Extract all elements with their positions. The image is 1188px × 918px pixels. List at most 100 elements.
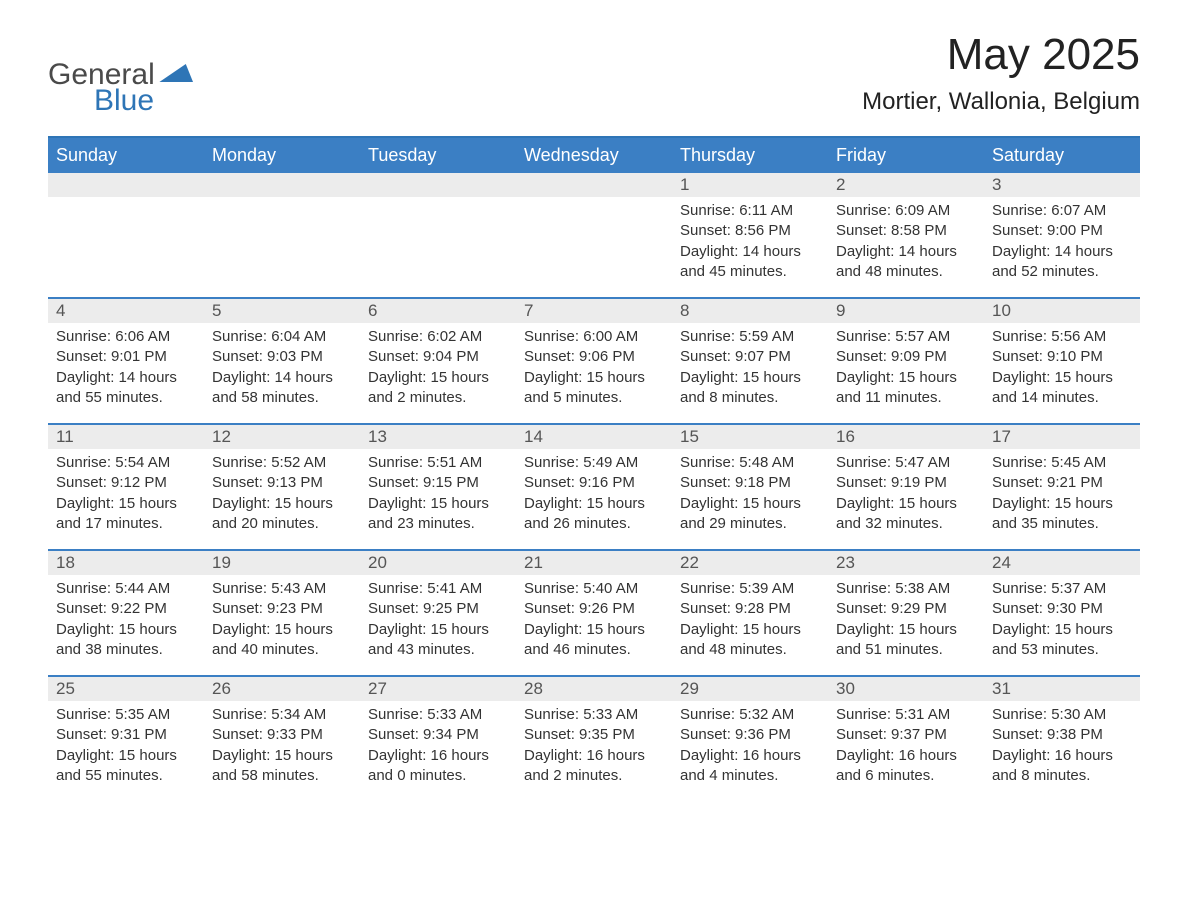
day-number: 29	[672, 677, 828, 701]
sunset-line: Sunset: 9:30 PM	[992, 599, 1132, 619]
sunset-line: Sunset: 9:23 PM	[212, 599, 352, 619]
day-number	[360, 173, 516, 197]
day-number: 20	[360, 551, 516, 575]
daylight-line-1: Daylight: 16 hours	[368, 746, 508, 766]
logo-stack: General Blue	[48, 60, 195, 118]
daylight-line-1: Daylight: 15 hours	[368, 368, 508, 388]
sunrise-line: Sunrise: 5:30 AM	[992, 705, 1132, 725]
day-cell: 27Sunrise: 5:33 AMSunset: 9:34 PMDayligh…	[360, 677, 516, 801]
day-number	[516, 173, 672, 197]
sunrise-line: Sunrise: 5:39 AM	[680, 579, 820, 599]
sunrise-line: Sunrise: 5:44 AM	[56, 579, 196, 599]
daylight-line-1: Daylight: 15 hours	[524, 494, 664, 514]
sunrise-line: Sunrise: 5:33 AM	[368, 705, 508, 725]
daylight-line-1: Daylight: 15 hours	[212, 494, 352, 514]
day-number: 22	[672, 551, 828, 575]
sunrise-line: Sunrise: 5:34 AM	[212, 705, 352, 725]
sunrise-line: Sunrise: 5:57 AM	[836, 327, 976, 347]
sunset-line: Sunset: 9:38 PM	[992, 725, 1132, 745]
daylight-line-2: and 48 minutes.	[680, 640, 820, 660]
day-number	[48, 173, 204, 197]
sunset-line: Sunset: 9:29 PM	[836, 599, 976, 619]
day-number: 31	[984, 677, 1140, 701]
daylight-line-2: and 58 minutes.	[212, 388, 352, 408]
week-row: 4Sunrise: 6:06 AMSunset: 9:01 PMDaylight…	[48, 297, 1140, 423]
day-number: 12	[204, 425, 360, 449]
daylight-line-2: and 48 minutes.	[836, 262, 976, 282]
sunset-line: Sunset: 9:22 PM	[56, 599, 196, 619]
daylight-line-2: and 2 minutes.	[368, 388, 508, 408]
daylight-line-2: and 2 minutes.	[524, 766, 664, 786]
daylight-line-1: Daylight: 15 hours	[680, 368, 820, 388]
sunrise-line: Sunrise: 5:40 AM	[524, 579, 664, 599]
day-cell: 4Sunrise: 6:06 AMSunset: 9:01 PMDaylight…	[48, 299, 204, 423]
day-cell: 30Sunrise: 5:31 AMSunset: 9:37 PMDayligh…	[828, 677, 984, 801]
sunrise-line: Sunrise: 6:07 AM	[992, 201, 1132, 221]
daylight-line-2: and 23 minutes.	[368, 514, 508, 534]
day-number: 27	[360, 677, 516, 701]
daylight-line-2: and 40 minutes.	[212, 640, 352, 660]
sunrise-line: Sunrise: 5:51 AM	[368, 453, 508, 473]
daylight-line-1: Daylight: 15 hours	[992, 620, 1132, 640]
daylight-line-2: and 32 minutes.	[836, 514, 976, 534]
dow-saturday: Saturday	[984, 138, 1140, 173]
day-number: 5	[204, 299, 360, 323]
daylight-line-1: Daylight: 15 hours	[836, 620, 976, 640]
daylight-line-2: and 46 minutes.	[524, 640, 664, 660]
sunset-line: Sunset: 8:58 PM	[836, 221, 976, 241]
sunset-line: Sunset: 9:35 PM	[524, 725, 664, 745]
day-cell: 2Sunrise: 6:09 AMSunset: 8:58 PMDaylight…	[828, 173, 984, 297]
daylight-line-2: and 51 minutes.	[836, 640, 976, 660]
daylight-line-2: and 17 minutes.	[56, 514, 196, 534]
day-cell: 29Sunrise: 5:32 AMSunset: 9:36 PMDayligh…	[672, 677, 828, 801]
sunset-line: Sunset: 9:04 PM	[368, 347, 508, 367]
day-number: 1	[672, 173, 828, 197]
sunset-line: Sunset: 8:56 PM	[680, 221, 820, 241]
sunset-line: Sunset: 9:06 PM	[524, 347, 664, 367]
sunset-line: Sunset: 9:03 PM	[212, 347, 352, 367]
day-cell: 19Sunrise: 5:43 AMSunset: 9:23 PMDayligh…	[204, 551, 360, 675]
day-number: 15	[672, 425, 828, 449]
page-header: General Blue May 2025 Mortier, Wallonia,…	[48, 30, 1140, 118]
day-cell: 10Sunrise: 5:56 AMSunset: 9:10 PMDayligh…	[984, 299, 1140, 423]
day-cell: 6Sunrise: 6:02 AMSunset: 9:04 PMDaylight…	[360, 299, 516, 423]
sunset-line: Sunset: 9:10 PM	[992, 347, 1132, 367]
daylight-line-2: and 55 minutes.	[56, 388, 196, 408]
sunset-line: Sunset: 9:25 PM	[368, 599, 508, 619]
daylight-line-1: Daylight: 14 hours	[836, 242, 976, 262]
day-number: 14	[516, 425, 672, 449]
daylight-line-1: Daylight: 15 hours	[56, 620, 196, 640]
daylight-line-2: and 0 minutes.	[368, 766, 508, 786]
day-number: 9	[828, 299, 984, 323]
day-number: 30	[828, 677, 984, 701]
dow-wednesday: Wednesday	[516, 138, 672, 173]
daylight-line-1: Daylight: 14 hours	[992, 242, 1132, 262]
daylight-line-1: Daylight: 15 hours	[680, 494, 820, 514]
daylight-line-2: and 35 minutes.	[992, 514, 1132, 534]
week-row: 25Sunrise: 5:35 AMSunset: 9:31 PMDayligh…	[48, 675, 1140, 801]
sunrise-line: Sunrise: 6:00 AM	[524, 327, 664, 347]
day-number: 13	[360, 425, 516, 449]
daylight-line-1: Daylight: 14 hours	[56, 368, 196, 388]
day-cell: 11Sunrise: 5:54 AMSunset: 9:12 PMDayligh…	[48, 425, 204, 549]
title-block: May 2025 Mortier, Wallonia, Belgium	[862, 30, 1140, 116]
daylight-line-1: Daylight: 14 hours	[212, 368, 352, 388]
sunset-line: Sunset: 9:37 PM	[836, 725, 976, 745]
sunrise-line: Sunrise: 6:02 AM	[368, 327, 508, 347]
daylight-line-1: Daylight: 16 hours	[524, 746, 664, 766]
daylight-line-1: Daylight: 15 hours	[368, 494, 508, 514]
dow-tuesday: Tuesday	[360, 138, 516, 173]
day-number: 17	[984, 425, 1140, 449]
day-cell: 12Sunrise: 5:52 AMSunset: 9:13 PMDayligh…	[204, 425, 360, 549]
sunset-line: Sunset: 9:00 PM	[992, 221, 1132, 241]
sunset-line: Sunset: 9:18 PM	[680, 473, 820, 493]
week-row: 18Sunrise: 5:44 AMSunset: 9:22 PMDayligh…	[48, 549, 1140, 675]
day-number: 16	[828, 425, 984, 449]
day-cell: 17Sunrise: 5:45 AMSunset: 9:21 PMDayligh…	[984, 425, 1140, 549]
day-cell	[48, 173, 204, 297]
daylight-line-2: and 8 minutes.	[992, 766, 1132, 786]
daylight-line-2: and 45 minutes.	[680, 262, 820, 282]
logo: General Blue	[48, 30, 195, 118]
day-cell: 26Sunrise: 5:34 AMSunset: 9:33 PMDayligh…	[204, 677, 360, 801]
sunrise-line: Sunrise: 5:59 AM	[680, 327, 820, 347]
